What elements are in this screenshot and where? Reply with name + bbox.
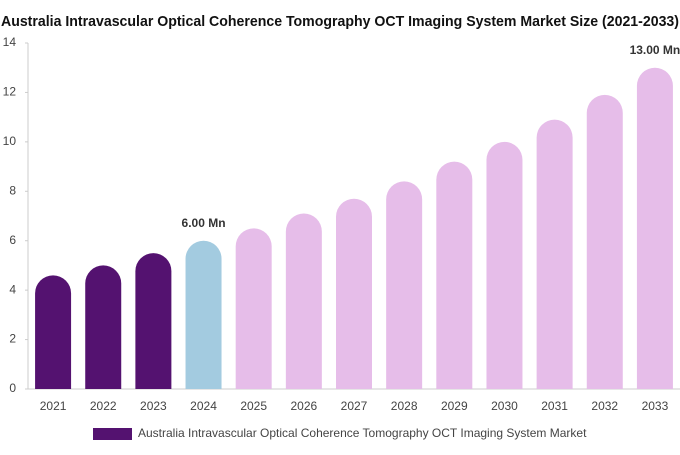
- bar: [185, 240, 222, 389]
- x-tick-label: 2032: [591, 399, 618, 413]
- bar: [386, 181, 423, 389]
- x-tick-label: 2028: [391, 399, 418, 413]
- y-tick-label: 8: [9, 183, 16, 197]
- y-tick-label: 0: [9, 381, 16, 395]
- bar: [486, 141, 523, 389]
- x-tick-label: 2033: [642, 399, 669, 413]
- bar: [35, 275, 72, 389]
- x-tick-label: 2030: [491, 399, 518, 413]
- bar: [636, 67, 673, 389]
- legend-label: Australia Intravascular Optical Coherenc…: [138, 426, 587, 440]
- x-tick-label: 2021: [40, 399, 67, 413]
- x-tick-label: 2024: [190, 399, 217, 413]
- bar: [336, 198, 372, 389]
- bar: [135, 253, 172, 389]
- x-tick-label: 2027: [341, 399, 368, 413]
- y-tick-label: 12: [3, 85, 17, 99]
- chart-title: Australia Intravascular Optical Coherenc…: [1, 13, 679, 30]
- x-tick-label: 2023: [140, 399, 167, 413]
- bar: [285, 213, 322, 389]
- value-label: 13.00 Mn: [630, 43, 680, 57]
- bar: [586, 94, 623, 389]
- legend-swatch: [93, 428, 132, 440]
- bar: [536, 119, 573, 389]
- y-tick-label: 4: [9, 282, 16, 296]
- x-tick-label: 2022: [90, 399, 117, 413]
- bar: [436, 161, 473, 389]
- bar: [235, 228, 272, 389]
- x-tick-label: 2025: [240, 399, 267, 413]
- x-tick-label: 2029: [441, 399, 468, 413]
- y-tick-label: 6: [9, 233, 16, 247]
- y-tick-label: 10: [3, 134, 17, 148]
- y-tick-label: 14: [3, 35, 17, 49]
- x-tick-label: 2026: [290, 399, 317, 413]
- x-tick-label: 2031: [541, 399, 568, 413]
- bar: [85, 265, 122, 389]
- y-tick-label: 2: [9, 332, 16, 346]
- value-label: 6.00 Mn: [182, 216, 226, 230]
